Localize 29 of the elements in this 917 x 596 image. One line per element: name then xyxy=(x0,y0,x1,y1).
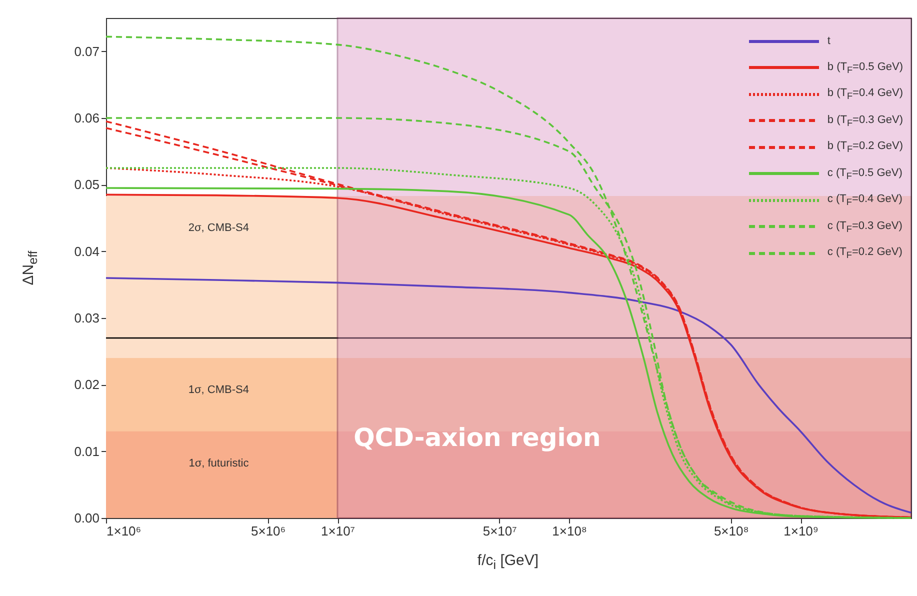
band-label: QCD-axion region xyxy=(354,423,601,452)
x-tick-label: 1×10⁹ xyxy=(784,524,818,538)
legend-label: b (T$_{F}$=0.4 GeV) xyxy=(827,87,903,102)
y-tick-label: 0.07 xyxy=(74,44,100,59)
legend-label: b (T$_{F}$=0.2 GeV) xyxy=(827,140,903,154)
x-tick-label: 5×10⁶ xyxy=(251,524,286,538)
band-label: 1σ, futuristic xyxy=(188,457,250,470)
y-tick-label: 0.06 xyxy=(74,110,100,126)
y-tick-label: 0.03 xyxy=(74,310,100,326)
legend-label: b (T$_{F}$=0.3 GeV) xyxy=(827,114,903,128)
legend-label: t xyxy=(827,35,830,48)
x-axis-title: f/c$_{i}$ [GeV] xyxy=(477,552,539,572)
y-tick-label: 0.02 xyxy=(74,377,100,392)
legend-label: c (T$_{F}$=0.2 GeV) xyxy=(827,246,902,260)
legend-label: c (T$_{F}$=0.3 GeV) xyxy=(827,220,902,234)
y-tick-label: 0.05 xyxy=(74,177,100,192)
legend-label: c (T$_{F}$=0.4 GeV) xyxy=(827,193,902,208)
y-tick-label: 0.04 xyxy=(74,244,100,259)
x-tick-label: 1×10⁸ xyxy=(552,524,587,538)
x-tick-label: 1×10⁷ xyxy=(321,524,356,538)
x-tick-label: 5×10⁷ xyxy=(482,524,518,538)
legend-label: c (T$_{F}$=0.5 GeV) xyxy=(827,166,902,181)
x-tick-label: 5×10⁸ xyxy=(714,524,749,538)
y-tick-label: 0.00 xyxy=(74,510,100,526)
x-tick-label: 1×10⁶ xyxy=(106,524,142,538)
band-label: 2σ, CMB-S4 xyxy=(188,222,249,234)
legend-label: b (T$_{F}$=0.5 GeV) xyxy=(827,60,903,75)
y-tick-label: 0.01 xyxy=(74,444,100,459)
band-label: 1σ, CMB-S4 xyxy=(188,384,249,396)
